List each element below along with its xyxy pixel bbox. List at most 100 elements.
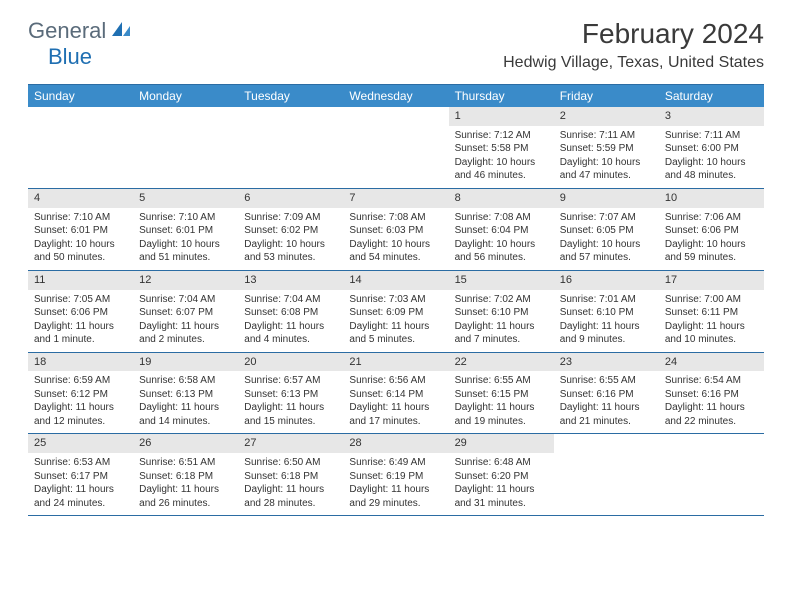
cell-body: Sunrise: 6:55 AMSunset: 6:15 PMDaylight:…: [449, 371, 554, 433]
cell-body: Sunrise: 6:49 AMSunset: 6:19 PMDaylight:…: [343, 453, 448, 515]
daylight-text: Daylight: 11 hours and 28 minutes.: [244, 483, 337, 510]
daylight-text: Daylight: 10 hours and 46 minutes.: [455, 156, 548, 183]
sunrise-text: Sunrise: 7:04 AM: [139, 293, 232, 307]
logo-text-general: General: [28, 18, 106, 44]
sunset-text: Sunset: 6:08 PM: [244, 306, 337, 320]
sunrise-text: Sunrise: 6:55 AM: [560, 374, 653, 388]
cell-body: Sunrise: 7:08 AMSunset: 6:04 PMDaylight:…: [449, 208, 554, 270]
daylight-text: Daylight: 11 hours and 17 minutes.: [349, 401, 442, 428]
sunset-text: Sunset: 6:19 PM: [349, 470, 442, 484]
sunrise-text: Sunrise: 7:08 AM: [349, 211, 442, 225]
location: Hedwig Village, Texas, United States: [503, 54, 764, 72]
calendar-cell: 20Sunrise: 6:57 AMSunset: 6:13 PMDayligh…: [238, 353, 343, 434]
calendar-cell: 25Sunrise: 6:53 AMSunset: 6:17 PMDayligh…: [28, 434, 133, 515]
calendar-cell: [28, 107, 133, 188]
sunset-text: Sunset: 6:18 PM: [139, 470, 232, 484]
sunset-text: Sunset: 6:17 PM: [34, 470, 127, 484]
day-number: 25: [28, 434, 133, 453]
calendar-cell: [554, 434, 659, 515]
day-number: 2: [554, 107, 659, 126]
daylight-text: Daylight: 11 hours and 24 minutes.: [34, 483, 127, 510]
daylight-text: Daylight: 10 hours and 54 minutes.: [349, 238, 442, 265]
cell-body: Sunrise: 7:06 AMSunset: 6:06 PMDaylight:…: [659, 208, 764, 270]
sunset-text: Sunset: 6:09 PM: [349, 306, 442, 320]
sunrise-text: Sunrise: 7:04 AM: [244, 293, 337, 307]
day-header-sat: Saturday: [659, 85, 764, 107]
daylight-text: Daylight: 10 hours and 57 minutes.: [560, 238, 653, 265]
sunset-text: Sunset: 6:20 PM: [455, 470, 548, 484]
calendar-cell: 3Sunrise: 7:11 AMSunset: 6:00 PMDaylight…: [659, 107, 764, 188]
day-number: 26: [133, 434, 238, 453]
cell-body: Sunrise: 6:58 AMSunset: 6:13 PMDaylight:…: [133, 371, 238, 433]
sunset-text: Sunset: 5:58 PM: [455, 142, 548, 156]
week-row: 11Sunrise: 7:05 AMSunset: 6:06 PMDayligh…: [28, 270, 764, 352]
week-row: 18Sunrise: 6:59 AMSunset: 6:12 PMDayligh…: [28, 352, 764, 434]
cell-body: Sunrise: 6:51 AMSunset: 6:18 PMDaylight:…: [133, 453, 238, 515]
sunset-text: Sunset: 6:07 PM: [139, 306, 232, 320]
calendar-cell: 28Sunrise: 6:49 AMSunset: 6:19 PMDayligh…: [343, 434, 448, 515]
cell-body: Sunrise: 6:53 AMSunset: 6:17 PMDaylight:…: [28, 453, 133, 515]
title-block: February 2024 Hedwig Village, Texas, Uni…: [503, 18, 764, 72]
calendar-cell: 5Sunrise: 7:10 AMSunset: 6:01 PMDaylight…: [133, 189, 238, 270]
day-number: 10: [659, 189, 764, 208]
daylight-text: Daylight: 10 hours and 59 minutes.: [665, 238, 758, 265]
calendar-cell: 8Sunrise: 7:08 AMSunset: 6:04 PMDaylight…: [449, 189, 554, 270]
calendar-cell: 2Sunrise: 7:11 AMSunset: 5:59 PMDaylight…: [554, 107, 659, 188]
day-number: 18: [28, 353, 133, 372]
daylight-text: Daylight: 11 hours and 29 minutes.: [349, 483, 442, 510]
sunrise-text: Sunrise: 7:01 AM: [560, 293, 653, 307]
sunrise-text: Sunrise: 7:03 AM: [349, 293, 442, 307]
day-number: 28: [343, 434, 448, 453]
sunrise-text: Sunrise: 7:10 AM: [34, 211, 127, 225]
calendar-cell: 22Sunrise: 6:55 AMSunset: 6:15 PMDayligh…: [449, 353, 554, 434]
day-header-thu: Thursday: [449, 85, 554, 107]
sunset-text: Sunset: 6:01 PM: [34, 224, 127, 238]
cell-body: Sunrise: 7:04 AMSunset: 6:08 PMDaylight:…: [238, 290, 343, 352]
daylight-text: Daylight: 11 hours and 14 minutes.: [139, 401, 232, 428]
week-row: 25Sunrise: 6:53 AMSunset: 6:17 PMDayligh…: [28, 433, 764, 515]
sunrise-text: Sunrise: 6:53 AM: [34, 456, 127, 470]
day-number: 1: [449, 107, 554, 126]
sunset-text: Sunset: 6:13 PM: [139, 388, 232, 402]
calendar-cell: 17Sunrise: 7:00 AMSunset: 6:11 PMDayligh…: [659, 271, 764, 352]
cell-body: Sunrise: 7:04 AMSunset: 6:07 PMDaylight:…: [133, 290, 238, 352]
cell-body: Sunrise: 7:01 AMSunset: 6:10 PMDaylight:…: [554, 290, 659, 352]
cell-body: Sunrise: 6:56 AMSunset: 6:14 PMDaylight:…: [343, 371, 448, 433]
logo: General Blue: [28, 18, 132, 44]
daylight-text: Daylight: 11 hours and 5 minutes.: [349, 320, 442, 347]
sunset-text: Sunset: 6:15 PM: [455, 388, 548, 402]
day-header-tue: Tuesday: [238, 85, 343, 107]
cell-body: Sunrise: 7:11 AMSunset: 6:00 PMDaylight:…: [659, 126, 764, 188]
calendar-cell: 24Sunrise: 6:54 AMSunset: 6:16 PMDayligh…: [659, 353, 764, 434]
cell-body: Sunrise: 7:02 AMSunset: 6:10 PMDaylight:…: [449, 290, 554, 352]
sunset-text: Sunset: 6:04 PM: [455, 224, 548, 238]
cell-body: Sunrise: 6:54 AMSunset: 6:16 PMDaylight:…: [659, 371, 764, 433]
sunrise-text: Sunrise: 6:50 AM: [244, 456, 337, 470]
cell-body: Sunrise: 6:55 AMSunset: 6:16 PMDaylight:…: [554, 371, 659, 433]
day-number: 22: [449, 353, 554, 372]
day-number: 17: [659, 271, 764, 290]
daylight-text: Daylight: 11 hours and 19 minutes.: [455, 401, 548, 428]
calendar: Sunday Monday Tuesday Wednesday Thursday…: [28, 84, 764, 516]
daylight-text: Daylight: 10 hours and 50 minutes.: [34, 238, 127, 265]
sunrise-text: Sunrise: 7:00 AM: [665, 293, 758, 307]
page-header: General Blue February 2024 Hedwig Villag…: [0, 0, 792, 76]
sunrise-text: Sunrise: 7:08 AM: [455, 211, 548, 225]
week-row: 1Sunrise: 7:12 AMSunset: 5:58 PMDaylight…: [28, 107, 764, 188]
sunset-text: Sunset: 6:02 PM: [244, 224, 337, 238]
calendar-cell: 29Sunrise: 6:48 AMSunset: 6:20 PMDayligh…: [449, 434, 554, 515]
day-number: 6: [238, 189, 343, 208]
cell-body: Sunrise: 6:50 AMSunset: 6:18 PMDaylight:…: [238, 453, 343, 515]
day-number: 21: [343, 353, 448, 372]
sail-icon: [108, 18, 132, 44]
calendar-cell: 13Sunrise: 7:04 AMSunset: 6:08 PMDayligh…: [238, 271, 343, 352]
sunrise-text: Sunrise: 7:05 AM: [34, 293, 127, 307]
sunrise-text: Sunrise: 6:55 AM: [455, 374, 548, 388]
sunrise-text: Sunrise: 7:12 AM: [455, 129, 548, 143]
cell-body: Sunrise: 6:59 AMSunset: 6:12 PMDaylight:…: [28, 371, 133, 433]
daylight-text: Daylight: 10 hours and 51 minutes.: [139, 238, 232, 265]
daylight-text: Daylight: 10 hours and 48 minutes.: [665, 156, 758, 183]
calendar-cell: [343, 107, 448, 188]
day-number: 16: [554, 271, 659, 290]
sunrise-text: Sunrise: 7:07 AM: [560, 211, 653, 225]
